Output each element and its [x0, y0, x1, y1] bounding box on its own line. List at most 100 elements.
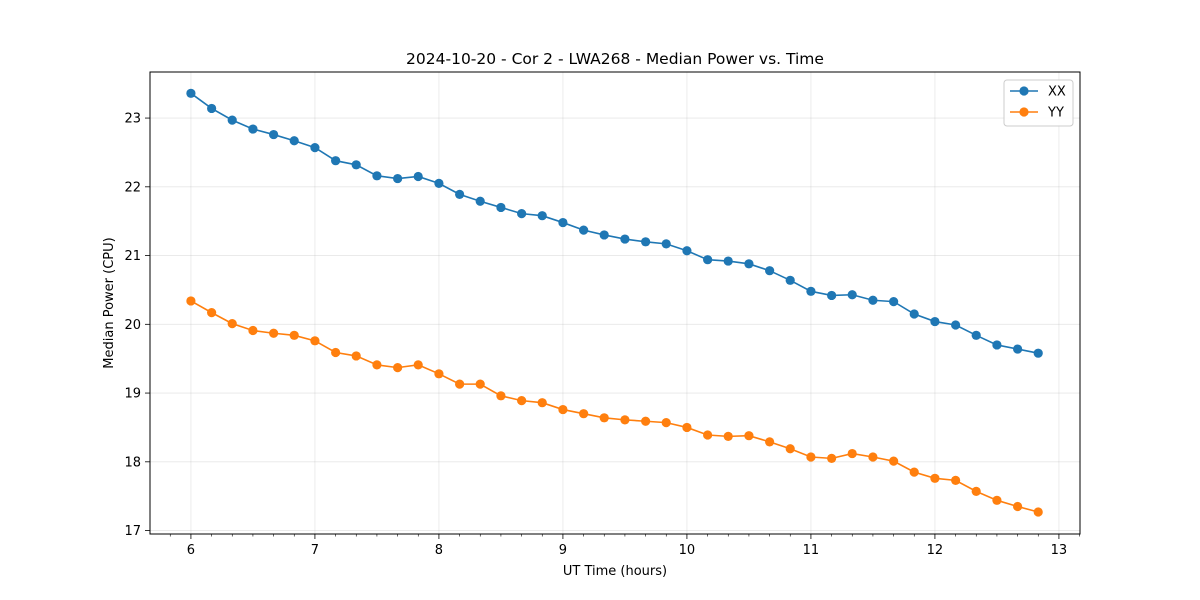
data-point-xx: [331, 156, 341, 166]
data-point-yy: [269, 328, 279, 338]
data-point-xx: [827, 290, 837, 301]
y-axis-ticks: 17 18 19 20 21 22 23: [124, 112, 150, 539]
x-tick-label: 9: [559, 543, 567, 558]
y-tick-label: 21: [124, 249, 141, 264]
data-point-xx: [579, 225, 589, 235]
data-point-yy: [951, 475, 961, 485]
data-point-xx: [744, 259, 754, 269]
data-point-xx: [971, 330, 981, 340]
data-point-yy: [475, 379, 485, 389]
data-point-yy: [310, 336, 320, 346]
data-point-xx: [475, 196, 485, 206]
y-tick-label: 17: [124, 524, 141, 539]
data-point-yy: [207, 308, 217, 318]
data-point-xx: [1013, 344, 1023, 354]
x-tick-label: 7: [311, 543, 319, 558]
data-point-yy: [455, 379, 465, 389]
data-point-yy: [1013, 501, 1023, 512]
data-point-xx: [289, 136, 299, 146]
y-tick-label: 20: [124, 318, 141, 333]
x-tick-label: 8: [435, 543, 443, 558]
data-point-xx: [847, 290, 857, 300]
data-point-yy: [351, 351, 361, 361]
data-point-yy: [682, 422, 692, 433]
data-point-yy: [992, 495, 1002, 505]
legend-marker-xx: [1019, 86, 1029, 96]
x-tick-label: 11: [803, 543, 820, 558]
data-point-xx: [930, 316, 940, 327]
data-point-yy: [558, 404, 568, 415]
data-point-xx: [351, 160, 361, 170]
data-point-yy: [723, 431, 733, 441]
data-point-yy: [765, 437, 775, 447]
data-point-xx: [765, 266, 775, 276]
data-point-yy: [517, 396, 527, 406]
data-point-xx: [186, 88, 196, 98]
data-point-yy: [703, 430, 713, 440]
data-point-yy: [372, 360, 382, 370]
data-point-xx: [641, 237, 651, 247]
data-point-yy: [620, 415, 630, 425]
x-tick-label: 13: [1051, 543, 1068, 558]
series-line-yy: [190, 300, 1039, 513]
data-point-xx: [951, 320, 961, 330]
data-point-xx: [269, 129, 279, 140]
data-point-yy: [186, 296, 196, 306]
data-point-xx: [806, 286, 816, 296]
data-point-yy: [227, 319, 237, 329]
y-tick-label: 18: [124, 455, 141, 470]
chart-title: 2024-10-20 - Cor 2 - LWA268 - Median Pow…: [406, 50, 824, 68]
data-point-xx: [517, 209, 527, 219]
data-point-xx: [558, 217, 568, 228]
legend-label-xx: XX: [1048, 85, 1066, 100]
data-point-yy: [331, 347, 341, 358]
data-point-yy: [661, 418, 671, 428]
data-point-yy: [393, 363, 403, 373]
data-point-yy: [971, 486, 981, 496]
data-point-xx: [413, 171, 423, 182]
data-point-yy: [413, 360, 423, 370]
data-point-xx: [703, 255, 713, 265]
y-tick-label: 22: [124, 180, 141, 195]
plot-area-frame: [149, 71, 1081, 535]
y-tick-label: 19: [124, 387, 141, 402]
x-tick-label: 12: [927, 543, 944, 558]
data-point-xx: [310, 143, 320, 153]
grid-lines: [150, 72, 1080, 534]
legend-label-yy: YY: [1047, 106, 1064, 121]
data-point-xx: [992, 340, 1002, 350]
data-point-xx: [455, 189, 465, 199]
data-point-yy: [744, 431, 754, 441]
data-point-xx: [372, 171, 382, 181]
data-point-yy: [909, 467, 919, 477]
data-point-xx: [909, 309, 919, 319]
data-point-xx: [496, 202, 506, 213]
x-tick-label: 10: [679, 543, 696, 558]
x-tick-label: 6: [187, 543, 195, 558]
data-point-yy: [806, 452, 816, 462]
data-point-xx: [620, 234, 630, 244]
series-layer: [186, 88, 1043, 517]
data-point-xx: [227, 115, 237, 125]
data-point-xx: [537, 211, 547, 221]
data-point-xx: [785, 275, 795, 285]
data-point-xx: [599, 230, 609, 240]
data-point-yy: [930, 473, 940, 483]
data-point-yy: [847, 448, 857, 459]
data-point-yy: [579, 409, 589, 419]
data-point-yy: [599, 413, 609, 423]
data-point-yy: [248, 325, 258, 336]
data-point-xx: [661, 239, 671, 249]
data-point-xx: [434, 178, 444, 188]
legend-entry-yy: YY: [1010, 106, 1064, 121]
data-point-yy: [889, 456, 899, 466]
legend-marker-yy: [1019, 107, 1029, 117]
x-axis-label: UT Time (hours): [563, 564, 667, 579]
data-point-yy: [537, 398, 547, 408]
series-xx: [186, 88, 1043, 358]
data-point-xx: [889, 297, 899, 307]
data-point-yy: [289, 330, 299, 340]
data-point-yy: [1033, 507, 1043, 517]
data-point-xx: [1033, 348, 1043, 358]
